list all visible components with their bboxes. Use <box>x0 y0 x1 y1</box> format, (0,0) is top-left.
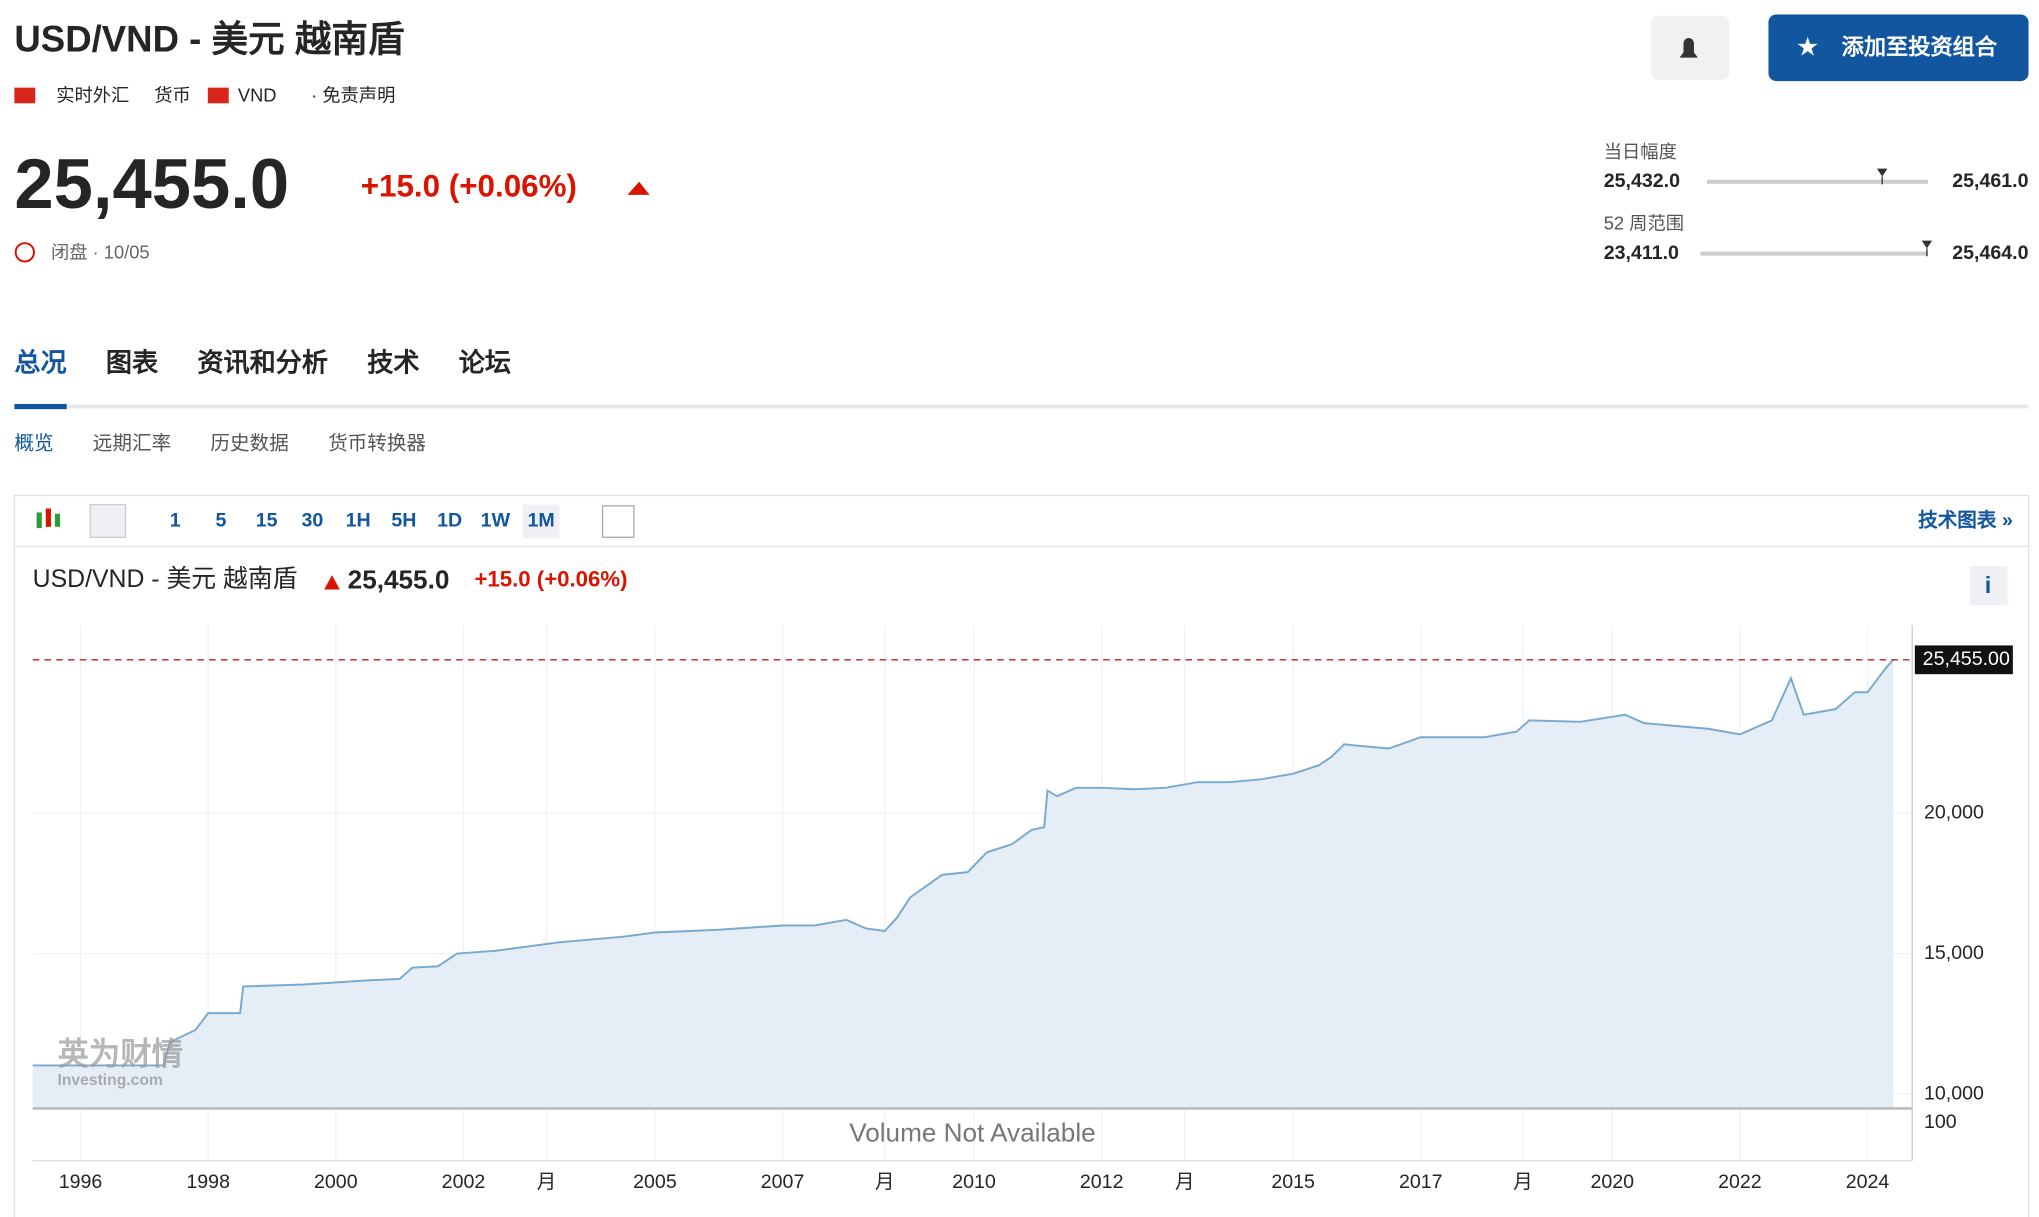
interval[interactable]: 1 <box>170 510 181 532</box>
range-label: 当日幅度 <box>1604 141 1677 162</box>
range-marker <box>1921 240 1933 257</box>
meta[interactable]: VND <box>238 85 277 106</box>
range-marker <box>1876 168 1888 185</box>
x-tick-label: 2012 <box>1080 1171 1124 1193</box>
star-icon: ★ <box>1796 31 1819 61</box>
x-tick-label: 2020 <box>1590 1171 1634 1193</box>
last-price-label: 25,455.00 <box>1923 648 2010 670</box>
change: +15.0 (+0.06%) <box>361 169 577 204</box>
status: 闭盘 · 10/05 <box>51 241 150 262</box>
x-tick-label: 2022 <box>1718 1171 1762 1193</box>
subtab[interactable]: 远期汇率 <box>93 433 171 455</box>
subtab[interactable]: 历史数据 <box>210 433 288 455</box>
info-button[interactable] <box>1969 566 2008 606</box>
x-tick-label: 1996 <box>59 1171 103 1193</box>
volume-note: Volume Not Available <box>849 1117 1095 1147</box>
add-button-label[interactable]: 添加至投资组合 <box>1842 33 1998 59</box>
range-high: 25,461.0 <box>1952 170 2028 192</box>
range-low: 23,411.0 <box>1604 242 1679 264</box>
chart-frame <box>13 494 2030 1217</box>
range-high: 25,464.0 <box>1952 242 2028 264</box>
candle-icon[interactable] <box>36 508 61 529</box>
x-tick-label: 2010 <box>952 1171 996 1193</box>
x-tick-label: 月 <box>1513 1171 1533 1193</box>
volume-tick: 100 <box>1924 1111 1957 1133</box>
tab[interactable]: 论坛 <box>459 348 511 378</box>
watermark: Investing.com <box>58 1072 163 1089</box>
flag <box>207 87 229 104</box>
interval[interactable]: 30 <box>301 510 323 532</box>
interval[interactable]: 15 <box>256 510 278 532</box>
x-tick-label: 2015 <box>1271 1171 1315 1193</box>
x-tick-label: 2007 <box>761 1171 805 1193</box>
meta[interactable]: · 免责声明 <box>311 85 395 106</box>
x-tick-label: 2002 <box>442 1171 486 1193</box>
add-button[interactable] <box>1768 14 2029 82</box>
meta[interactable]: 实时外汇 <box>56 85 129 106</box>
watermark: 英为财情 <box>58 1036 183 1071</box>
flag <box>14 87 36 104</box>
meta[interactable]: 货币 <box>154 85 191 106</box>
area-icon[interactable] <box>89 503 127 538</box>
x-tick-label: 1998 <box>186 1171 230 1193</box>
x-tick-label: 2000 <box>314 1171 358 1193</box>
interval-selected <box>522 504 560 539</box>
bell-icon <box>1679 37 1698 58</box>
chart-change: +15.0 (+0.06%) <box>474 566 627 591</box>
clock-icon <box>14 242 35 263</box>
chart-title: USD/VND - 美元 越南盾 <box>33 565 298 593</box>
up-arrow <box>627 181 650 195</box>
tab[interactable]: 技术 <box>367 348 419 378</box>
interval[interactable]: 1D <box>437 510 462 532</box>
area <box>32 659 1894 1109</box>
title: USD/VND - 美元 越南盾 <box>14 19 404 60</box>
tab[interactable]: 资讯和分析 <box>197 348 328 378</box>
subtab[interactable]: 货币转换器 <box>328 433 426 455</box>
chart-price: 25,455.0 <box>348 565 450 595</box>
x-tick-label: 月 <box>875 1171 895 1193</box>
tab[interactable]: 图表 <box>106 348 159 378</box>
interval[interactable]: 1H <box>346 510 371 532</box>
tech-chart-link[interactable]: 技术图表 » <box>1918 509 2013 532</box>
interval[interactable]: 1W <box>481 510 511 532</box>
interval[interactable]: 1M <box>528 510 555 532</box>
x-tick-label: 2005 <box>633 1171 677 1193</box>
x-tick-label: 月 <box>1175 1171 1195 1193</box>
subtab[interactable]: 概览 <box>14 433 53 455</box>
range-label: 52 周范围 <box>1604 213 1684 234</box>
interval[interactable]: 5H <box>391 510 416 532</box>
x-tick-label: 2017 <box>1399 1171 1443 1193</box>
tab-underline <box>14 403 67 410</box>
range-low: 25,432.0 <box>1604 170 1680 192</box>
y-tick-label: 20,000 <box>1924 801 1984 823</box>
y-tick-label: 10,000 <box>1924 1082 1984 1104</box>
price: 25,455.0 <box>14 144 289 223</box>
interval[interactable]: 5 <box>215 510 226 532</box>
y-tick-label: 15,000 <box>1924 942 1984 964</box>
settings-icon[interactable] <box>601 505 635 538</box>
last-price-tag <box>1914 645 2013 675</box>
price-line <box>32 659 1894 1067</box>
x-tick-label: 月 <box>537 1171 557 1193</box>
tab[interactable]: 总况 <box>14 348 66 378</box>
info-icon: i <box>1985 572 1992 598</box>
x-tick-label: 2024 <box>1846 1171 1890 1193</box>
up-arrow <box>324 575 340 590</box>
